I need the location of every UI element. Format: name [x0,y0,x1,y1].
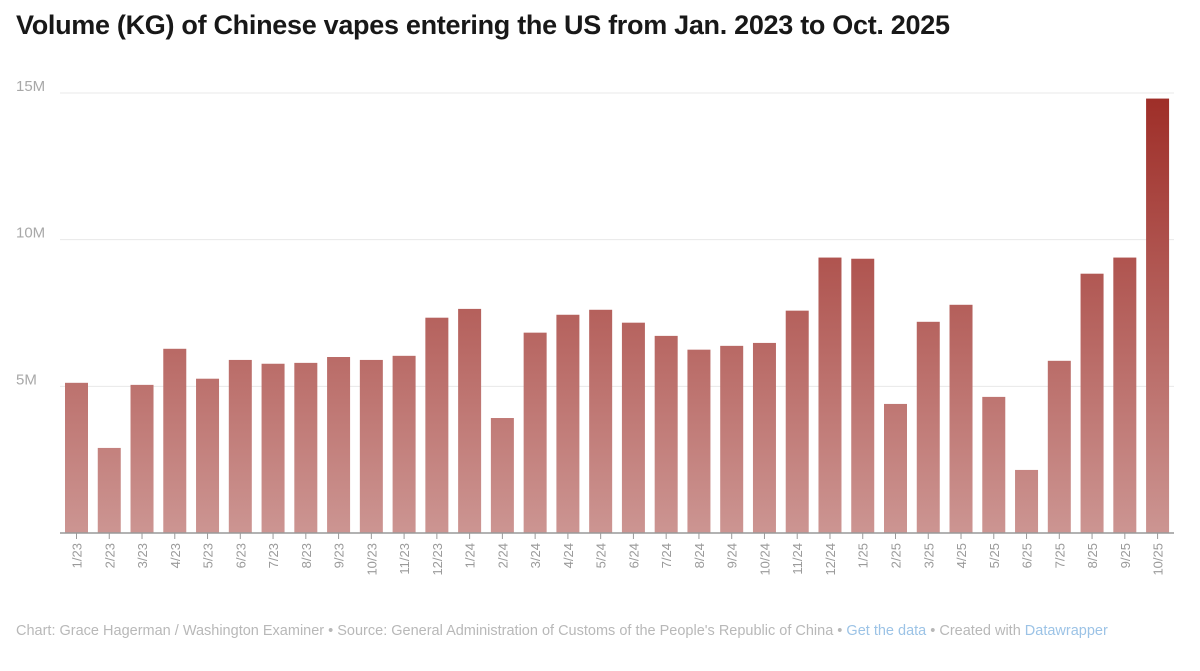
x-tick-label: 9/24 [725,543,740,568]
bar-6/24 [621,322,645,533]
x-tick-label: 2/23 [102,543,117,568]
bar-6/25 [1015,469,1039,533]
x-tick-label: 2/24 [495,543,510,568]
bar-11/24 [785,310,809,533]
x-tick-label: 8/25 [1085,543,1100,568]
bar-5/24 [589,309,613,533]
x-tick-label: 12/24 [823,543,838,576]
x-tick-label: 8/24 [692,543,707,568]
bar-5/23 [196,378,220,533]
x-tick-label: 11/23 [397,543,412,575]
x-tick-label: 6/23 [233,543,248,568]
x-tick-label: 7/23 [266,543,281,568]
x-tick-label: 9/23 [332,543,347,568]
bar-3/23 [130,384,154,533]
bar-9/23 [327,357,351,533]
bar-7/23 [261,363,285,533]
x-tick-label: 3/24 [528,543,543,568]
chart-footer: Chart: Grace Hagerman / Washington Exami… [16,621,1166,641]
footer-credit: Chart: Grace Hagerman / Washington Exami… [16,623,847,639]
x-tick-label: 5/25 [987,543,1002,568]
x-tick-label: 5/23 [201,543,216,568]
bar-4/25 [949,304,973,533]
bar-10/24 [752,342,776,533]
x-tick-label: 4/25 [954,543,969,568]
bar-1/23 [65,382,88,533]
bar-3/24 [523,332,547,533]
x-tick-label: 7/25 [1052,543,1067,568]
chart-title: Volume (KG) of Chinese vapes entering th… [16,10,950,40]
footer-created: • Created with [926,623,1025,639]
x-tick-label: 12/23 [430,543,445,576]
bar-12/24 [818,257,842,533]
bar-10/25 [1146,98,1170,533]
x-tick-label: 1/25 [856,543,871,568]
bar-8/24 [687,349,711,533]
bar-6/23 [228,359,252,533]
bar-7/24 [654,335,678,533]
bar-8/23 [294,362,318,533]
bar-2/23 [97,447,121,533]
x-tick-label: 9/25 [1118,543,1133,568]
bar-chart: 5M 10M 15M 1/23 2/23 3/23 4/23 5/23 6/23 7/23 8/23… [16,78,1174,576]
bar-5/25 [982,396,1006,533]
x-tick-label: 8/23 [299,543,314,568]
x-tick-label: 6/24 [626,543,641,568]
bar-2/25 [884,403,907,533]
bar-4/24 [556,314,580,533]
bar-2/24 [490,418,514,533]
bar-12/23 [425,317,449,533]
y-tick-label: 10M [16,225,45,242]
get-data-link[interactable]: Get the data [846,623,927,639]
bar-1/24 [458,308,482,533]
x-tick-label: 10/23 [364,543,379,576]
bar-10/23 [359,359,383,533]
bar-3/25 [916,321,940,533]
bar-4/23 [163,348,187,533]
x-tick-label: 1/24 [463,543,478,568]
y-tick-label: 5M [16,371,37,388]
x-tick-label: 5/24 [594,543,609,568]
bar-11/23 [392,355,416,533]
bar-1/25 [851,258,875,533]
bar-8/25 [1080,273,1104,533]
x-tick-label: 3/25 [921,543,936,568]
x-tick-label: 6/25 [1020,543,1035,568]
x-tick-label: 10/24 [757,543,772,576]
x-tick-label: 1/23 [70,543,85,568]
x-tick-label: 2/25 [889,543,904,568]
x-tick-label: 4/24 [561,543,576,568]
x-tick-label: 3/23 [135,543,150,568]
x-tick-label: 10/25 [1151,543,1166,576]
bar-9/25 [1113,257,1137,533]
x-tick-label: 4/23 [168,543,183,568]
x-tick-label: 11/24 [790,543,805,575]
datawrapper-link[interactable]: Datawrapper [1024,623,1108,639]
x-tick-label: 7/24 [659,543,674,568]
bar-9/24 [720,345,744,533]
y-tick-label: 15M [16,78,45,95]
bar-7/25 [1047,360,1071,533]
